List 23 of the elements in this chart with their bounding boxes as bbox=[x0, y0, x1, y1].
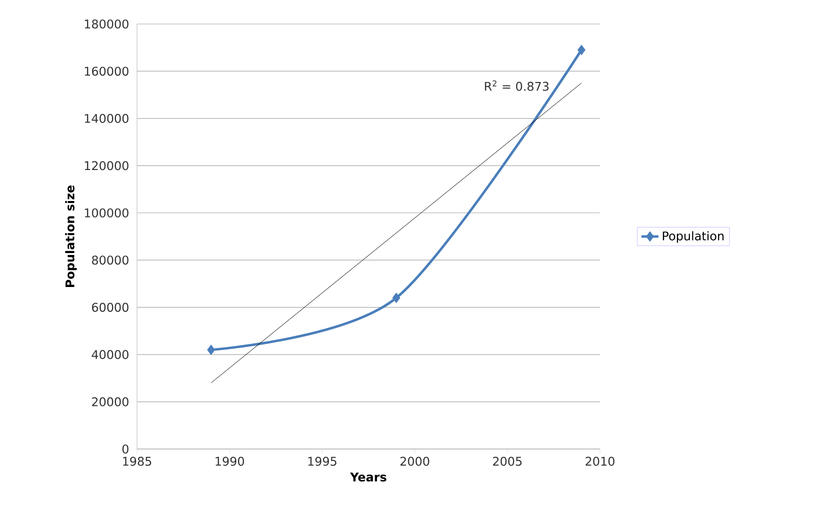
point bbox=[577, 44, 586, 56]
x-axis-title: Years bbox=[350, 472, 386, 482]
x-tick-label: 2000 bbox=[400, 456, 430, 466]
annotation: R$^{2}$ = 0.873 bbox=[484, 80, 549, 91]
x-tick-label: 2005 bbox=[493, 456, 522, 466]
y-tick-label: 140000 bbox=[84, 114, 128, 123]
legend-label: Population bbox=[662, 231, 724, 243]
x-tick-label: 1985 bbox=[123, 456, 152, 466]
y-tick-label: 120000 bbox=[84, 161, 128, 170]
x-tick-label: 2010 bbox=[586, 456, 614, 466]
y-tick-label: 80000 bbox=[92, 256, 128, 265]
y-tick-label: 0 bbox=[122, 444, 128, 454]
y-tick-label: 100000 bbox=[84, 208, 128, 218]
point bbox=[207, 344, 216, 356]
y-tick-label: 180000 bbox=[84, 19, 128, 29]
y-axis-title: Population size bbox=[65, 185, 77, 287]
point bbox=[392, 292, 400, 304]
y-tick-label: 160000 bbox=[84, 66, 128, 76]
x-tick-label: 1990 bbox=[216, 456, 244, 466]
y-tick-label: 20000 bbox=[92, 397, 128, 406]
y-tick-label: 60000 bbox=[92, 302, 128, 312]
x-tick-label: 1995 bbox=[308, 456, 336, 466]
y-tick-label: 40000 bbox=[92, 350, 128, 360]
